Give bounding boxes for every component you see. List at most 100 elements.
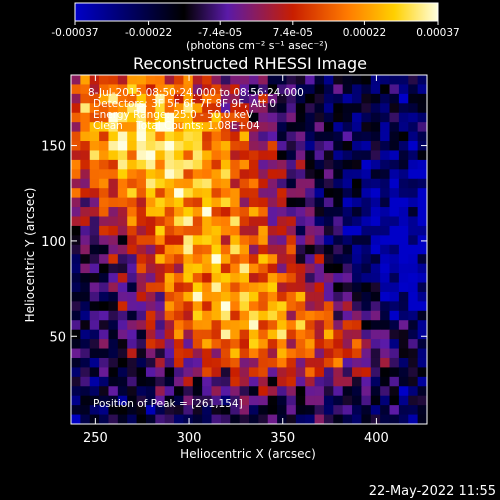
heatmap-cell <box>305 197 315 208</box>
heatmap-cell <box>220 395 231 406</box>
heatmap-cell <box>370 188 381 199</box>
heatmap-cell <box>211 386 222 397</box>
heatmap-cell <box>361 320 372 331</box>
heatmap-cell <box>164 348 175 359</box>
heatmap-cell <box>258 75 269 85</box>
y-tick-label: 50 <box>49 330 66 345</box>
heatmap-cell <box>108 367 119 378</box>
heatmap-cell <box>202 301 212 312</box>
heatmap-cell <box>174 405 184 415</box>
heatmap-cell <box>389 320 400 331</box>
heatmap-cell <box>117 159 128 170</box>
heatmap-cell <box>323 339 334 349</box>
heatmap-cell <box>370 169 381 180</box>
heatmap-cell <box>192 320 203 331</box>
heatmap-cell <box>295 357 306 368</box>
heatmap-cell <box>417 357 428 368</box>
heatmap-cell <box>145 339 156 349</box>
heatmap-cell <box>230 301 241 312</box>
heatmap-cell <box>230 310 241 321</box>
heatmap-cell <box>117 103 128 114</box>
heatmap-cell <box>352 301 362 312</box>
heatmap-cell <box>277 273 287 283</box>
heatmap-cell <box>80 367 91 378</box>
heatmap-cell <box>202 93 212 104</box>
heatmap-cell <box>164 235 175 246</box>
heatmap-cell <box>230 244 241 255</box>
heatmap-cell <box>108 263 119 274</box>
heatmap-cell <box>361 329 372 340</box>
heatmap-cell <box>211 207 222 217</box>
heatmap-cell <box>127 188 137 199</box>
heatmap-cell <box>408 150 419 161</box>
heatmap-cell <box>80 178 91 189</box>
heatmap-cell <box>145 395 156 406</box>
heatmap-cell <box>352 339 362 349</box>
heatmap-cell <box>370 235 381 246</box>
heatmap-cell <box>127 178 137 189</box>
heatmap-cell <box>80 348 91 359</box>
heatmap-cell <box>267 367 278 378</box>
heatmap-cell <box>267 225 278 236</box>
heatmap-cell <box>333 225 344 236</box>
heatmap-cell <box>239 197 250 208</box>
heatmap-cell <box>108 386 119 397</box>
heatmap-cell <box>249 216 259 227</box>
heatmap-cell <box>370 348 381 359</box>
heatmap-cell <box>202 395 212 406</box>
heatmap-cell <box>89 273 100 283</box>
heatmap-cell <box>389 273 400 283</box>
heatmap-cell <box>295 207 306 217</box>
heatmap-cell <box>286 112 297 123</box>
heatmap-cell <box>398 273 409 283</box>
heatmap-cell <box>408 225 419 236</box>
heatmap-cell <box>174 291 184 302</box>
heatmap-cell <box>99 348 109 359</box>
heatmap-cell <box>323 301 334 312</box>
heatmap-cell <box>380 93 390 104</box>
heatmap-cell <box>389 207 400 217</box>
heatmap-cell <box>333 282 344 293</box>
heatmap-cell <box>249 320 259 331</box>
heatmap-cell <box>230 348 241 359</box>
heatmap-cell <box>99 169 109 180</box>
heatmap-cell <box>174 414 184 425</box>
heatmap-cell <box>295 169 306 180</box>
heatmap-cell <box>80 395 91 406</box>
heatmap-cell <box>99 376 109 387</box>
heatmap-cell <box>333 376 344 387</box>
heatmap-cell <box>136 103 147 114</box>
heatmap-cell <box>267 84 278 95</box>
heatmap-cell <box>333 131 344 142</box>
heatmap-cell <box>80 273 91 283</box>
heatmap-cell <box>220 244 231 255</box>
heatmap-cell <box>164 188 175 199</box>
heatmap-cell <box>258 348 269 359</box>
heatmap-cell <box>183 159 194 170</box>
heatmap-cell <box>127 254 137 265</box>
heatmap-cell <box>136 367 147 378</box>
heatmap-cell <box>333 291 344 302</box>
heatmap-cell <box>277 150 287 161</box>
heatmap-cell <box>145 131 156 142</box>
heatmap-cell <box>211 273 222 283</box>
heatmap-cell <box>295 235 306 246</box>
heatmap-cells <box>71 75 428 425</box>
heatmap-cell <box>136 310 147 321</box>
heatmap-cell <box>136 235 147 246</box>
heatmap-cell <box>183 301 194 312</box>
heatmap-cell <box>117 169 128 180</box>
heatmap-cell <box>136 254 147 265</box>
heatmap-cell <box>211 320 222 331</box>
heatmap-cell <box>408 216 419 227</box>
heatmap-cell <box>258 329 269 340</box>
heatmap-cell <box>192 225 203 236</box>
heatmap-cell <box>145 273 156 283</box>
heatmap-cell <box>230 178 241 189</box>
heatmap-cell <box>389 131 400 142</box>
heatmap-cell <box>239 376 250 387</box>
heatmap-cell <box>145 84 156 95</box>
heatmap-cell <box>211 329 222 340</box>
heatmap-cell <box>174 178 184 189</box>
heatmap-cell <box>71 301 81 312</box>
